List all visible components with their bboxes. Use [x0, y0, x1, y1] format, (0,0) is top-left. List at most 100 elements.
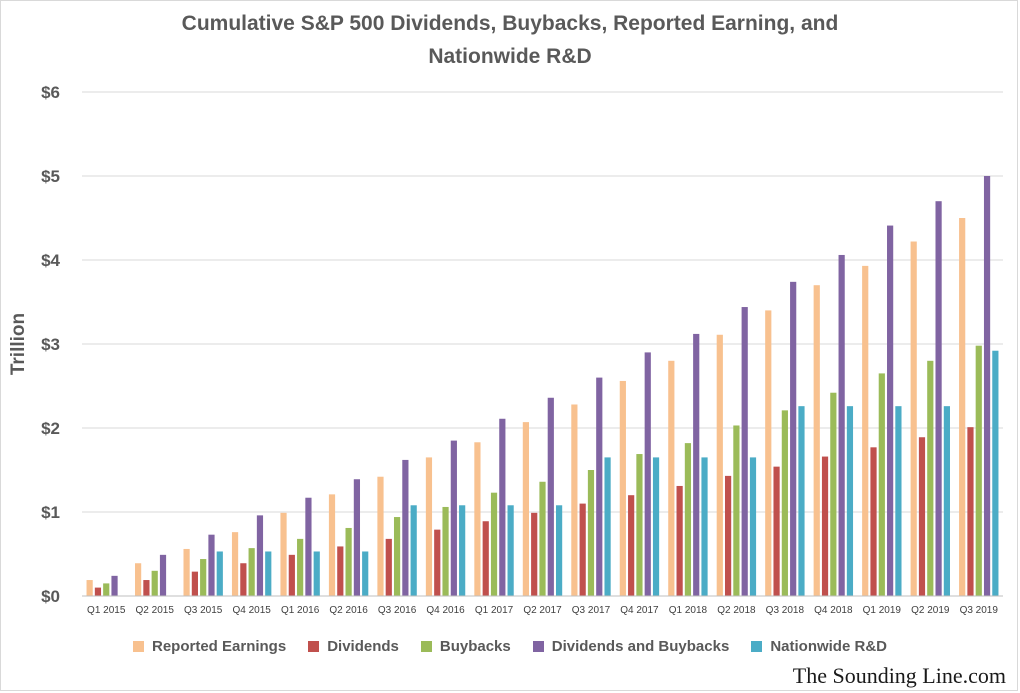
bar: [716, 334, 723, 596]
bar: [765, 310, 772, 596]
bar: [256, 515, 264, 596]
bar: [191, 571, 198, 596]
bar: [143, 580, 150, 596]
bar: [482, 521, 489, 596]
x-tick-label: Q2 2016: [329, 605, 368, 616]
bar: [652, 457, 660, 596]
bar: [231, 532, 239, 596]
bar: [830, 392, 837, 596]
bar: [596, 377, 603, 596]
x-tick-label: Q4 2018: [814, 605, 853, 616]
bar: [280, 512, 287, 596]
bar: [604, 457, 611, 596]
bar: [297, 538, 304, 596]
legend-label: Dividends: [327, 638, 399, 655]
bar: [240, 563, 247, 596]
bar: [918, 437, 926, 596]
bar: [628, 495, 635, 596]
legend-item: Dividends: [308, 638, 399, 655]
bar: [644, 352, 651, 596]
bar: [619, 380, 626, 596]
legend-swatch: [420, 641, 432, 652]
bar: [450, 440, 457, 596]
bar: [377, 476, 384, 596]
bar: [636, 454, 643, 596]
bar: [684, 443, 692, 596]
bar: [935, 201, 942, 596]
bar: [393, 517, 401, 596]
bar: [967, 427, 974, 596]
x-tick-label: Q3 2019: [960, 605, 999, 616]
legend-label: Nationwide R&D: [770, 638, 887, 655]
legend-label: Buybacks: [439, 638, 511, 655]
bar: [362, 551, 369, 596]
y-tick-label: $1: [41, 503, 60, 522]
legend-swatch: [532, 641, 544, 652]
bar: [556, 505, 563, 596]
bar: [208, 534, 215, 596]
x-tick-label: Q1 2019: [863, 605, 902, 616]
bar: [522, 422, 529, 596]
x-tick-label: Q4 2017: [620, 605, 659, 616]
bar: [94, 587, 102, 596]
bar: [821, 456, 829, 596]
bar: [539, 481, 546, 596]
x-tick-label: Q4 2015: [232, 605, 271, 616]
bar: [111, 575, 118, 596]
chart-title-line-2: Nationwide R&D: [428, 45, 592, 68]
bar: [499, 418, 506, 596]
bar: [248, 548, 255, 596]
x-tick-label: Q3 2018: [766, 605, 805, 616]
bar: [927, 360, 934, 596]
bar: [385, 538, 392, 596]
bar: [571, 404, 578, 596]
y-tick-label: $5: [41, 167, 60, 186]
legend-item: Buybacks: [420, 638, 511, 655]
bar: [838, 254, 845, 596]
bar: [459, 505, 466, 596]
bar: [474, 442, 481, 596]
y-tick-label: $3: [41, 335, 60, 354]
x-tick-label: Q1 2017: [475, 605, 514, 616]
bar: [910, 241, 917, 596]
chart-title-line-1: Cumulative S&P 500 Dividends, Buybacks, …: [181, 12, 839, 35]
bar: [781, 410, 788, 596]
bar: [676, 485, 683, 596]
bar: [328, 494, 336, 596]
x-tick-label: Q1 2016: [281, 605, 320, 616]
bar: [975, 345, 982, 596]
bar: [547, 397, 554, 596]
y-tick-label: $2: [41, 419, 60, 438]
bar: [200, 559, 207, 596]
legend: Reported Earnings Dividends Buybacks Divide…: [0, 638, 1020, 655]
legend-item: Nationwide R&D: [751, 638, 887, 655]
x-tick-label: Q4 2016: [426, 605, 465, 616]
legend-swatch: [308, 641, 320, 652]
bar: [773, 466, 780, 596]
bar: [490, 492, 498, 596]
bar: [103, 583, 110, 596]
bar: [135, 563, 142, 596]
y-tick-label: $0: [41, 587, 60, 606]
bar: [579, 503, 586, 596]
bar: [313, 551, 320, 596]
bar: [749, 457, 757, 596]
watermark: The Sounding Line.com: [792, 663, 1006, 688]
x-tick-label: Q3 2015: [184, 605, 223, 616]
bar: [410, 505, 417, 596]
bar: [983, 176, 991, 596]
x-tick-label: Q2 2017: [523, 605, 562, 616]
bar: [425, 457, 433, 596]
bar: [724, 475, 732, 596]
bar: [265, 551, 272, 596]
bar: [878, 373, 885, 596]
bar: [846, 406, 854, 596]
legend-label: Dividends and Buybacks: [551, 638, 730, 655]
x-tick-label: Q1 2018: [669, 605, 708, 616]
bar: [668, 360, 675, 596]
bar: [992, 350, 999, 596]
x-tick-label: Q2 2015: [136, 605, 175, 616]
bar: [870, 447, 877, 596]
